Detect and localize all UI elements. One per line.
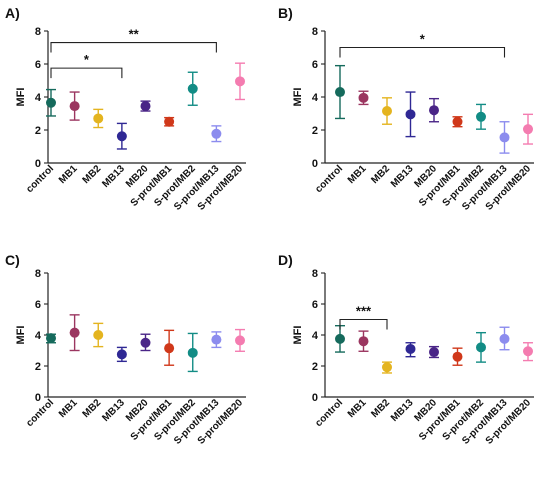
data-point [187, 83, 198, 94]
y-tick-label: 0 [35, 158, 41, 170]
data-point [116, 349, 127, 360]
x-tick-label: control [313, 163, 345, 195]
significance-marker: * [84, 52, 90, 67]
y-tick-label: 2 [312, 361, 318, 373]
y-axis-label: MFI [15, 88, 27, 107]
data-point [335, 333, 345, 344]
data-point [69, 327, 80, 338]
data-point [523, 124, 533, 135]
x-tick-label: MB13 [389, 163, 416, 190]
x-tick-label: MB1 [57, 163, 80, 186]
data-point [358, 336, 369, 347]
y-tick-label: 8 [312, 268, 318, 280]
y-tick-label: 2 [35, 125, 41, 137]
x-tick-label: MB13 [100, 397, 127, 424]
data-point [46, 97, 56, 108]
data-point [235, 335, 245, 346]
data-point [116, 131, 127, 142]
data-point [93, 113, 104, 124]
data-point [235, 76, 245, 87]
data-point [93, 330, 104, 340]
y-tick-label: 0 [312, 392, 318, 404]
data-point [46, 333, 56, 344]
y-tick-label: 8 [35, 26, 41, 38]
y-axis-label: MFI [292, 88, 304, 107]
y-axis-label: MFI [292, 326, 304, 345]
significance-bracket [50, 42, 217, 53]
data-point [69, 101, 80, 112]
data-point [187, 347, 198, 358]
significance-marker: ** [129, 27, 140, 42]
data-point [211, 128, 222, 139]
significance-bracket [339, 46, 506, 58]
y-axis-label: MFI [15, 326, 27, 345]
data-point [140, 101, 151, 112]
data-point [211, 334, 222, 345]
y-tick-label: 4 [312, 92, 319, 104]
data-point [140, 337, 151, 348]
significance-marker: * [420, 32, 426, 47]
data-point [499, 132, 510, 143]
data-point [382, 106, 392, 117]
significance-bracket [50, 67, 123, 79]
x-tick-label: MB1 [346, 397, 369, 420]
y-tick-label: 8 [312, 26, 318, 38]
data-point [164, 343, 175, 354]
data-point [523, 346, 533, 357]
y-tick-label: 6 [35, 59, 41, 71]
y-tick-label: 2 [35, 361, 41, 373]
y-tick-label: 6 [35, 299, 41, 311]
y-tick-label: 4 [35, 92, 42, 104]
y-tick-label: 0 [35, 392, 41, 404]
panel-label-1: A) [5, 5, 20, 21]
x-tick-label: MB1 [57, 397, 80, 420]
data-point [499, 333, 510, 344]
x-tick-label: control [313, 397, 345, 429]
data-point [429, 105, 439, 116]
data-point [476, 342, 486, 353]
data-point [335, 87, 345, 98]
y-tick-label: 6 [312, 59, 318, 71]
panel-label-2: B) [278, 5, 293, 21]
y-tick-label: 4 [312, 330, 319, 342]
data-point [405, 109, 416, 120]
data-point [452, 116, 463, 127]
data-point [358, 92, 369, 103]
y-tick-label: 4 [35, 330, 42, 342]
y-tick-label: 2 [312, 125, 318, 137]
significance-marker: *** [356, 304, 372, 319]
data-point [164, 116, 175, 127]
x-tick-label: MB1 [346, 163, 369, 186]
x-tick-label: MB13 [100, 163, 127, 190]
data-point [382, 362, 392, 373]
data-point [476, 111, 486, 122]
y-tick-label: 0 [312, 158, 318, 170]
panel-label-4: D) [278, 252, 293, 268]
data-point [429, 347, 439, 358]
x-tick-label: MB13 [389, 397, 416, 424]
y-tick-label: 6 [312, 299, 318, 311]
panel-label-3: C) [5, 252, 20, 268]
y-tick-label: 8 [35, 268, 41, 280]
significance-bracket [339, 318, 388, 330]
data-point [405, 343, 416, 354]
data-point [452, 351, 463, 362]
